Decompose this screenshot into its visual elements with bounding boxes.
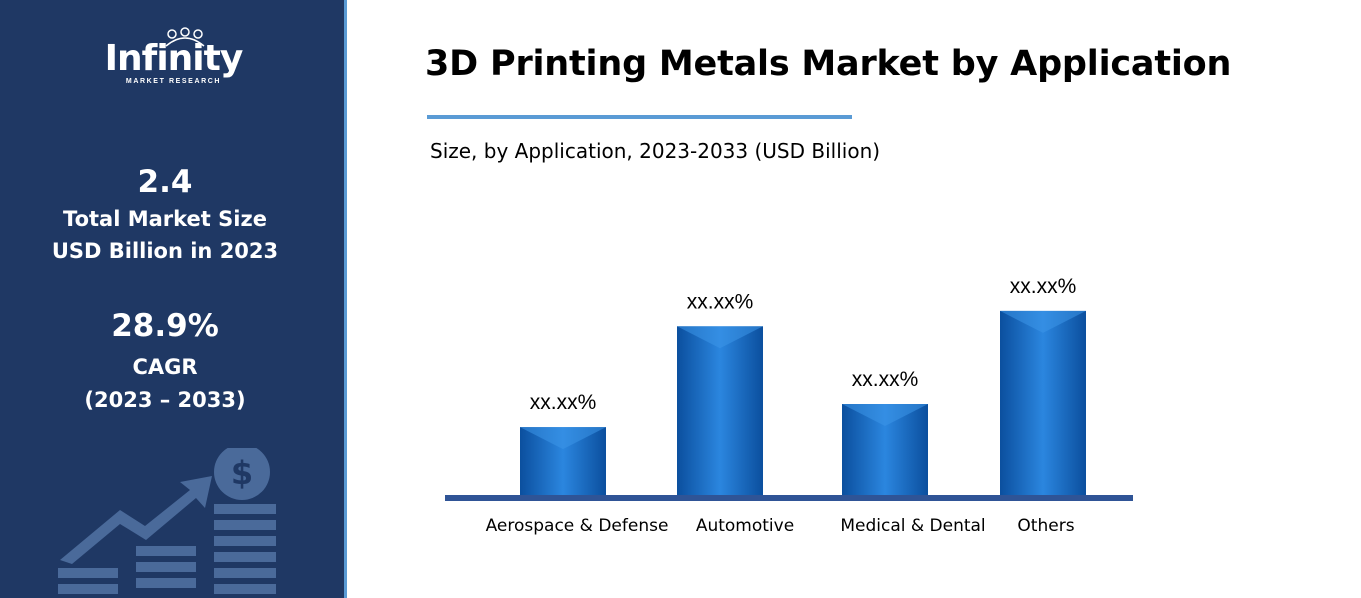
bar-automotive: [677, 326, 763, 495]
bar-bevel: [677, 326, 763, 349]
market-size-unit-label: USD Billion in 2023: [51, 239, 279, 263]
market-size-label: Total Market Size: [63, 207, 267, 231]
data-label: xx.xx%: [852, 368, 919, 391]
category-label: Others: [1017, 516, 1074, 536]
bar-bevel: [1000, 310, 1086, 333]
title-divider: [427, 115, 852, 119]
cagr-label: CAGR: [132, 355, 198, 379]
data-label: xx.xx%: [1010, 275, 1077, 298]
logo-mark-icon: [165, 27, 205, 47]
cagr-period: (2023 – 2033): [84, 388, 246, 412]
growth-chart-dollar-icon: $: [58, 448, 276, 594]
logo-subtext: MARKET RESEARCH: [125, 78, 222, 85]
chart-subtitle: Size, by Application, 2023-2033 (USD Bil…: [430, 139, 881, 163]
bar-others: [1000, 310, 1086, 495]
category-label: Automotive: [696, 516, 794, 536]
sidebar-panel: Infinity MARKET RESEARCH 2.4 Total Marke…: [0, 0, 347, 598]
bar-bevel: [842, 404, 928, 426]
bar-chart: xx.xx% Aerospace & Defense xx.xx% Automotiv…: [430, 240, 1150, 550]
brand-logo: Infinity MARKET RESEARCH: [0, 26, 347, 90]
cagr-value: 28.9%: [111, 308, 219, 344]
category-label: Aerospace & Defense: [486, 516, 669, 536]
data-label: xx.xx%: [530, 391, 597, 414]
chart-title: 3D Printing Metals Market by Application: [425, 44, 1232, 84]
data-label: xx.xx%: [687, 290, 754, 313]
svg-text:$: $: [231, 454, 253, 492]
bar-bevel: [520, 427, 606, 450]
market-size-value: 2.4: [137, 164, 193, 200]
bar-chart-svg: xx.xx% Aerospace & Defense xx.xx% Automotiv…: [445, 275, 1133, 536]
logo-text: Infinity: [104, 38, 244, 79]
category-label: Medical & Dental: [840, 516, 985, 536]
